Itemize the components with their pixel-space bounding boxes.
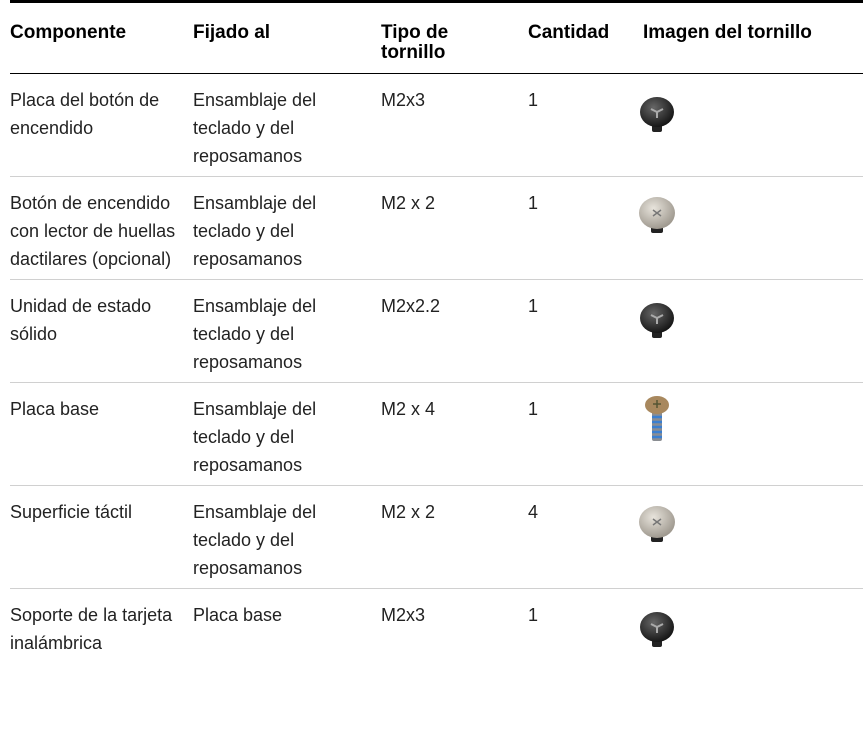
screw-table: Componente Fijado al Tipo de tornillo Ca… [10,0,863,663]
image-cell [643,279,863,383]
cell: 1 [528,176,643,280]
cell: M2 x 2 [381,176,528,280]
header-cell: Fijado al [193,0,381,74]
row: Placa del botón de encendido Ensamblaje … [10,73,863,177]
cell: M2 x 4 [381,382,528,486]
cell: M2x3 [381,605,426,625]
header-cell: Cantidad [528,0,643,74]
screw-icon [637,195,677,239]
cell: Unidad de estado sólido [10,279,193,383]
cell: Placa base [193,605,283,625]
image-cell [643,176,863,280]
cell: Superficie táctil [10,485,193,589]
row: Superficie táctil Ensamblaje del teclado… [10,485,863,589]
cell: Ensamblaje del teclado y del reposamanos [193,485,381,589]
row: Placa base Ensamblaje del teclado y del … [10,382,863,486]
screw-icon [637,393,677,445]
header-cell: Tipo de tornillo [381,0,528,74]
cell: 4 [528,485,643,589]
row: Unidad de estado sólido Ensamblaje del t… [10,279,863,383]
image-cell [643,589,863,664]
cell: M2x2.2 [381,279,528,383]
row: Botón de encendido con lector de huellas… [10,176,863,280]
screw-icon [637,504,677,548]
cell: Ensamblaje del teclado y del reposamanos [193,382,381,486]
cell: 1 [528,279,643,383]
cell: M2 x 2 [381,485,528,589]
cell: Ensamblaje del teclado y del reposamanos [193,176,381,280]
cell: Ensamblaje del teclado y del reposamanos [193,73,381,177]
cell: Botón de encendido con lector de huellas… [10,176,193,280]
header-cell: Componente [10,0,193,74]
cell: Placa del botón de encendido [10,73,193,177]
screw-icon [637,92,677,136]
cell: Ensamblaje del teclado y del reposamanos [193,279,381,383]
cell: M2x3 [381,73,528,177]
header-cell: Imagen del tornillo [643,0,863,74]
screw-icon [637,607,677,651]
cell: 1 [528,382,643,486]
header-row: Componente Fijado al Tipo de tornillo Ca… [10,0,863,74]
cell: 1 [528,73,643,177]
image-cell [643,485,863,589]
image-cell [643,73,863,177]
row: Soporte de la tarjeta inalámbrica Placa … [10,589,863,664]
image-cell [643,382,863,486]
cell: 1 [528,605,539,625]
cell: Placa base [10,382,193,486]
cell: Soporte de la tarjeta inalámbrica [10,605,173,653]
screw-icon [637,298,677,342]
